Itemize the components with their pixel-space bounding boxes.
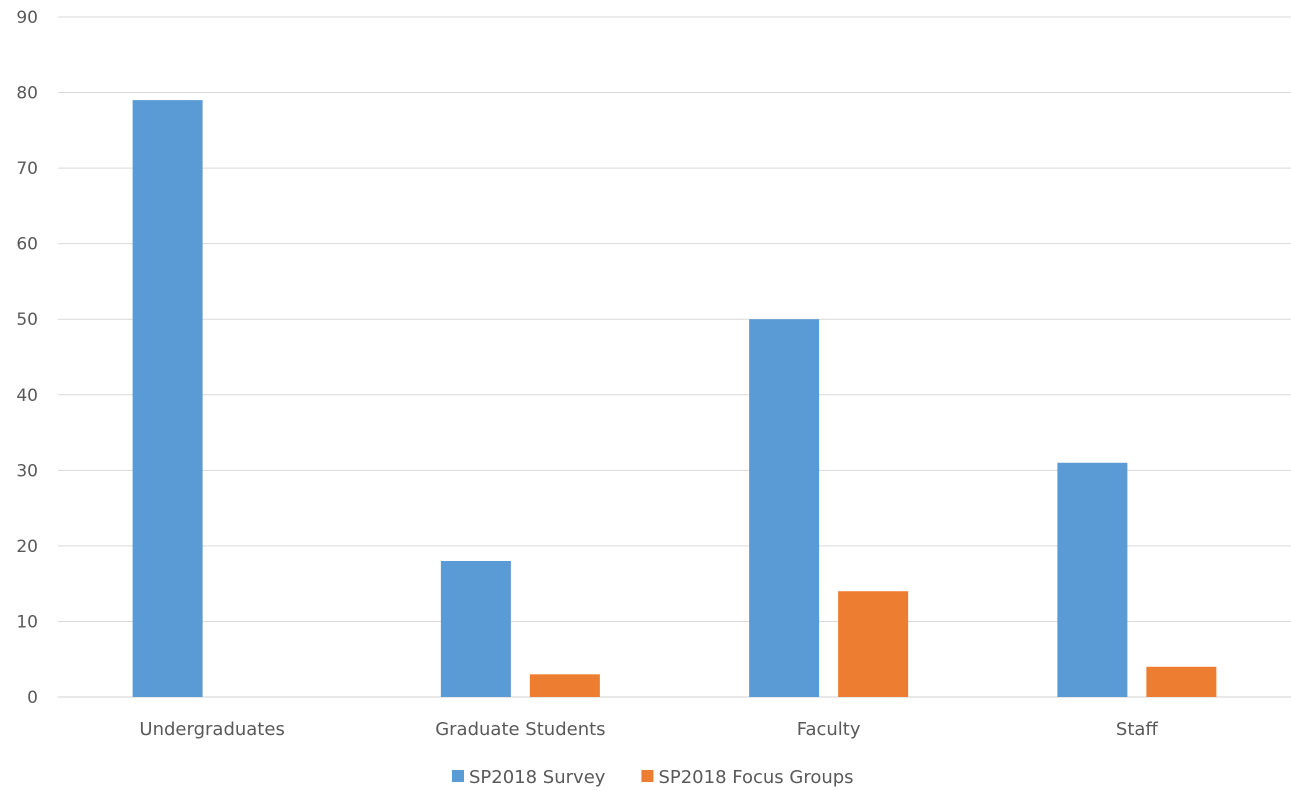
x-axis-category-labels: Undergraduates Graduate Students Faculty St… [139,719,1158,740]
y-tick-label: 40 [16,386,38,406]
x-category-label: Graduate Students [435,719,605,740]
y-tick-label: 10 [16,612,38,632]
x-category-label: Undergraduates [139,719,284,740]
bar-staff-series-2 [1146,666,1217,697]
bar-undergraduates-series-1 [132,100,203,698]
legend-swatch [452,770,464,782]
y-tick-label: 70 [16,159,38,179]
bar-graduate-students-series-1 [440,561,511,697]
x-category-label: Faculty [797,719,861,740]
y-tick-label: 80 [16,84,38,104]
y-tick-label: 20 [16,537,38,557]
bar-faculty-series-1 [749,319,820,697]
legend-label: SP2018 Focus Groups [658,767,853,788]
y-tick-label: 30 [16,461,38,481]
bars [132,100,1217,698]
y-tick-label: 50 [16,310,38,330]
y-tick-label: 90 [16,8,38,28]
x-category-label: Staff [1116,719,1159,740]
legend-swatch [641,770,654,782]
bar-graduate-students-series-2 [529,674,600,697]
y-axis-tick-labels: 0 10 20 30 40 50 60 70 80 90 [16,8,38,708]
legend: SP2018 Survey SP2018 Focus Groups [452,767,854,788]
gridlines [58,16,1291,698]
bar-faculty-series-2 [838,591,909,697]
bar-staff-series-1 [1057,462,1128,697]
y-tick-label: 60 [16,235,38,255]
legend-label: SP2018 Survey [469,767,606,788]
y-tick-label: 0 [27,688,38,708]
